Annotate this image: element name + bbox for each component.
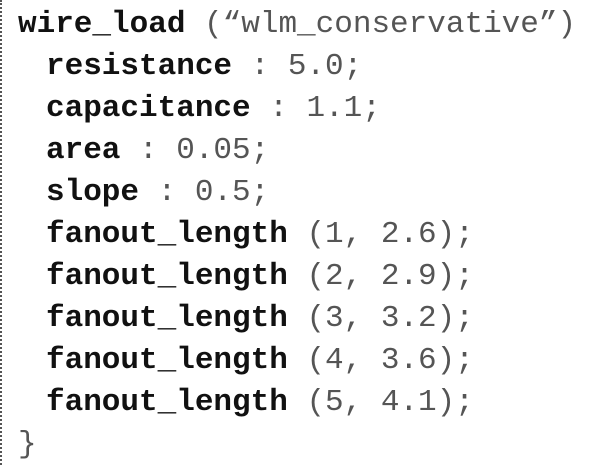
code-text: (2, 2.9); <box>306 259 474 294</box>
code-line: fanout_length (5, 4.1); <box>18 382 576 424</box>
keyword: fanout_length <box>46 259 288 294</box>
keyword: slope <box>46 175 140 210</box>
closing-brace: } <box>18 427 37 462</box>
keyword: resistance <box>46 49 233 84</box>
keyword: fanout_length <box>46 301 288 336</box>
keyword: fanout_length <box>46 385 288 420</box>
keyword: capacitance <box>46 91 251 126</box>
code-text: (1, 2.6); <box>306 217 474 252</box>
code-text: (4, 3.6); <box>306 343 474 378</box>
keyword: fanout_length <box>46 217 288 252</box>
code-line: slope : 0.5; <box>18 172 576 214</box>
keyword: wire_load <box>18 7 186 42</box>
code-line: fanout_length (4, 3.6); <box>18 340 576 382</box>
code-text: (“wlm_conservative”) <box>204 7 577 42</box>
code-line: capacitance : 1.1; <box>18 88 576 130</box>
keyword: area <box>46 133 121 168</box>
code-line: area : 0.05; <box>18 130 576 172</box>
code-text: (5, 4.1); <box>306 385 474 420</box>
code-line: wire_load (“wlm_conservative”) <box>18 4 576 46</box>
code-line: fanout_length (1, 2.6); <box>18 214 576 256</box>
code-text: : 0.5; <box>157 175 270 210</box>
code-text: : 5.0; <box>250 49 363 84</box>
keyword: fanout_length <box>46 343 288 378</box>
code-line: fanout_length (2, 2.9); <box>18 256 576 298</box>
code-text: : 0.05; <box>139 133 270 168</box>
code-text: : 1.1; <box>269 91 381 126</box>
code-line: fanout_length (3, 3.2); <box>18 298 576 340</box>
code-line: resistance : 5.0; <box>18 46 576 88</box>
code-block: wire_load (“wlm_conservative”) resistance:… <box>18 4 576 465</box>
code-text: (3, 3.2); <box>306 301 474 336</box>
